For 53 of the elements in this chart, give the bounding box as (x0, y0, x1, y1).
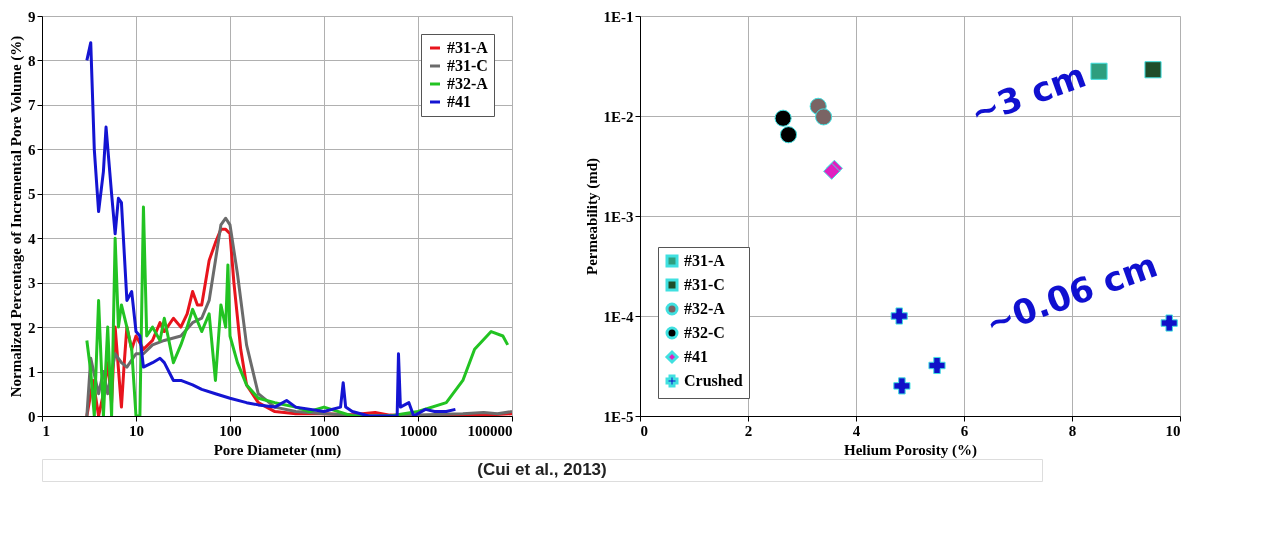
y-tick-label: 5 (28, 186, 36, 203)
y-tick-label: 1E-3 (603, 208, 634, 225)
x-tick-label: 4 (852, 422, 861, 439)
x-tick-label: 8 (1068, 422, 1077, 439)
y-tick-label: 8 (28, 52, 36, 69)
x-tick-label: 10 (129, 422, 144, 439)
x-tick-label: 1000 (309, 422, 340, 439)
x-tick-label: 6 (960, 422, 969, 439)
legend-label: #31-C (684, 276, 725, 293)
legend-label: #41 (447, 93, 471, 110)
x-axis-title: Pore Diameter (nm) (213, 441, 342, 459)
legend-label: #31-A (684, 252, 726, 269)
x-tick-label: 100 (219, 422, 242, 439)
y-tick-label: 1E-5 (603, 408, 634, 425)
annotation: ~0.06 cm (980, 244, 1163, 344)
y-tick-label: 6 (28, 141, 36, 158)
x-tick-label: 0 (640, 422, 648, 439)
y-tick-label: 9 (28, 8, 36, 25)
point (1160, 314, 1178, 332)
legend-label: #31-A (447, 39, 489, 56)
y-tick-label: 0 (28, 408, 36, 425)
y-tick-label: 4 (28, 230, 36, 247)
x-tick-label: 10 (1165, 422, 1181, 439)
legend-label: #32-A (684, 300, 726, 317)
point (893, 377, 911, 395)
legend-label: Crushed (684, 372, 743, 389)
point (1090, 62, 1108, 80)
legend-label: #32-A (447, 75, 489, 92)
legend-label: #41 (684, 348, 708, 365)
point (928, 356, 946, 375)
x-axis-title: Helium Porosity (%) (843, 441, 978, 459)
x-tick-label: 10000 (399, 422, 438, 439)
point (1144, 61, 1162, 79)
x-tick-label: 1 (42, 422, 50, 439)
point (779, 126, 798, 144)
y-tick-label: 7 (28, 97, 36, 114)
annotation: ~3 cm (965, 54, 1092, 134)
y-tick-label: 3 (28, 275, 36, 292)
y-tick-label: 2 (28, 319, 36, 336)
text: (Cui et al., 2013) (477, 460, 607, 479)
y-tick-label: 1E-2 (603, 108, 634, 125)
point (815, 108, 833, 126)
y-tick-label: 1E-4 (603, 308, 634, 325)
legend-label: #32-C (684, 324, 725, 341)
legend-label: #31-C (447, 57, 488, 74)
y-axis-title: Normalized Percentage of Incremental Pore Volume (%) (8, 35, 25, 398)
x-tick-label: 2 (744, 422, 753, 439)
point (890, 307, 908, 325)
y-tick-label: 1 (28, 364, 36, 381)
y-axis-title: Permeability (md) (583, 157, 601, 276)
point (774, 109, 792, 127)
x-tick-label: 100000 (467, 422, 513, 439)
y-tick-label: 1E-1 (603, 8, 634, 25)
